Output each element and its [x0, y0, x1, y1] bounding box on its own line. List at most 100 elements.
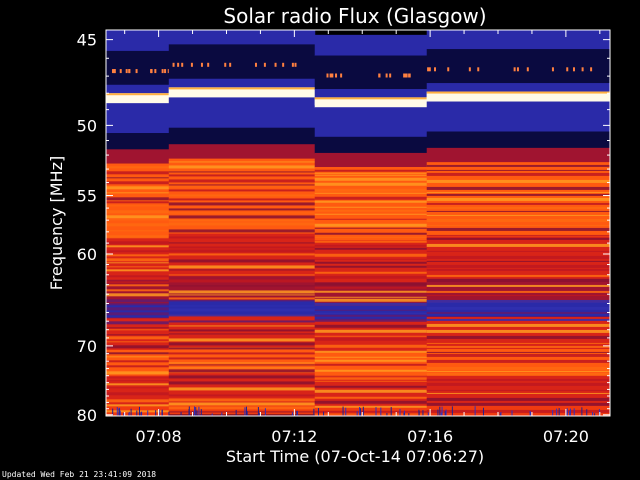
heatmap-line [314, 247, 428, 250]
heatmap-line [106, 171, 170, 175]
interference-streak [221, 412, 223, 416]
heatmap-line [168, 387, 316, 391]
interference-spike [254, 62, 257, 67]
updated-timestamp: Updated Wed Feb 21 23:41:09 2018 [2, 470, 156, 479]
heatmap-line [106, 307, 170, 311]
heatmap-line [106, 380, 170, 382]
saturated-band-edge [426, 91, 610, 94]
heatmap-band [168, 30, 316, 45]
chart-title: Solar radio Flux (Glasgow) [223, 4, 486, 28]
interference-streak [474, 406, 476, 416]
interference-streak [296, 411, 298, 416]
y-tick-label: 55 [77, 187, 97, 206]
interference-spike [291, 62, 294, 67]
interference-streak [569, 410, 571, 416]
y-tick-label: 70 [77, 337, 97, 356]
heatmap-line [106, 201, 170, 204]
interference-spike [590, 67, 593, 72]
interference-streak [439, 406, 441, 416]
heatmap-band [314, 136, 428, 154]
heatmap-line [314, 380, 428, 382]
heatmap-line [106, 387, 170, 389]
interference-spike [326, 73, 329, 78]
interference-streak [112, 408, 114, 416]
heatmap-line [426, 389, 610, 391]
heatmap-line [106, 205, 170, 207]
heatmap-line [168, 290, 316, 294]
heatmap-line [168, 414, 316, 416]
interference-streak [581, 407, 583, 416]
interference-spike [477, 67, 480, 72]
heatmap-line [426, 402, 610, 406]
interference-streak [558, 408, 560, 416]
heatmap-line [314, 309, 428, 311]
heatmap-line [426, 351, 610, 353]
heatmap-line [426, 397, 610, 401]
heatmap-line [106, 352, 170, 355]
heatmap-band [314, 55, 428, 90]
heatmap-line [426, 392, 610, 394]
heatmap-band [426, 302, 610, 318]
saturated-band [106, 95, 170, 102]
heatmap-line [426, 250, 610, 252]
heatmap-line [314, 377, 428, 380]
heatmap-line [106, 262, 170, 264]
interference-streak [408, 413, 410, 416]
heatmap-line [106, 293, 170, 297]
heatmap-band [168, 127, 316, 145]
interference-spike [329, 73, 332, 78]
heatmap-line [106, 329, 170, 331]
heatmap-line [426, 255, 610, 259]
interference-streak [390, 406, 392, 416]
heatmap-line [314, 396, 428, 399]
interference-streak [586, 409, 588, 416]
heatmap-line [314, 172, 428, 174]
heatmap-band [106, 133, 170, 150]
heatmap-line [168, 342, 316, 346]
heatmap-band [314, 167, 428, 179]
heatmap-line [106, 321, 170, 325]
heatmap-line [106, 219, 170, 221]
interference-spike [340, 73, 343, 78]
heatmap-line [168, 242, 316, 244]
heatmap-line [168, 161, 316, 163]
heatmap-line [168, 202, 316, 206]
heatmap-line [426, 172, 610, 176]
y-axis: 45 50 55 60 70 80 [77, 31, 610, 425]
heatmap-line [314, 302, 428, 306]
heatmap-line [314, 223, 428, 227]
interference-streak [441, 406, 443, 416]
interference-streak [403, 412, 405, 416]
interference-streak [437, 409, 439, 416]
heatmap-band [106, 103, 170, 134]
heatmap-line [426, 318, 610, 321]
interference-streak [556, 408, 558, 416]
heatmap-line [106, 404, 170, 407]
interference-streak [136, 410, 138, 416]
heatmap-line [314, 350, 428, 353]
interference-streak [141, 411, 143, 416]
heatmap-line [168, 194, 316, 197]
interference-streak [399, 408, 401, 416]
heatmap-line [106, 392, 170, 396]
interference-spike [513, 67, 516, 72]
heatmap-line [168, 274, 316, 276]
heatmap-line [314, 261, 428, 264]
heatmap-line [168, 362, 316, 364]
interference-streak [440, 412, 442, 416]
interference-spike [516, 67, 519, 72]
heatmap-line [426, 315, 610, 317]
heatmap-band [426, 162, 610, 174]
heatmap-line [106, 345, 170, 349]
interference-spike [125, 69, 128, 74]
heatmap-line [168, 297, 316, 300]
interference-spike [224, 62, 227, 67]
interference-spike [403, 73, 406, 78]
heatmap-band [106, 50, 170, 86]
heatmap-line [314, 356, 428, 358]
heatmap-line [168, 347, 316, 350]
interference-streak [119, 410, 121, 416]
heatmap-line [106, 258, 170, 262]
interference-spike [331, 73, 334, 78]
